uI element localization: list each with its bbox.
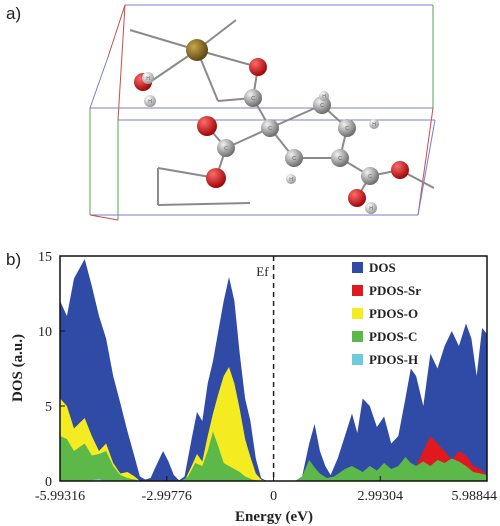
molecule-structure: H H C C C C C C C C H H H H (89, 4, 436, 221)
atom-labels: H H C C C C C C C C H H H H (146, 76, 376, 212)
oxygen-atom (206, 168, 226, 188)
atom-label: H (372, 122, 376, 128)
x-tick-label: 0 (270, 489, 277, 504)
atom-label: C (345, 126, 349, 132)
y-tick-label: 5 (45, 400, 52, 415)
atom-label: C (224, 146, 228, 152)
oxygen-atom (348, 189, 366, 207)
legend-swatch (352, 331, 363, 342)
carbon-atom (338, 119, 356, 137)
x-tick-label: 2.99304 (358, 489, 404, 504)
x-tick-label: -5.99316 (35, 489, 85, 504)
oxygen-atom (197, 116, 217, 136)
y-axis-title: DOS (a.u.) (10, 334, 26, 402)
carbon-atom (217, 139, 235, 157)
hydrogen-atom (286, 174, 296, 184)
legend-label: PDOS-O (369, 306, 418, 321)
atom-label: C (320, 103, 324, 109)
carbon-atom (285, 149, 303, 167)
y-tick-label: 10 (38, 325, 52, 340)
legend: DOS PDOS-Sr PDOS-O PDOS-C PDOS-H (352, 260, 421, 367)
legend-label: DOS (369, 260, 396, 275)
oxygen-atom (391, 161, 409, 179)
x-axis-ticks: -5.99316 -2.99776 0 2.99304 5.98844 (35, 476, 497, 504)
panel-label-a: a) (6, 4, 22, 23)
carbon-atom (261, 119, 279, 137)
atom-label: H (148, 99, 152, 105)
carbon-atom (313, 96, 331, 114)
y-axis-ticks: 0 5 10 15 (38, 250, 65, 490)
panel-label-b: b) (6, 250, 22, 269)
legend-swatch (352, 285, 363, 296)
series-area-dos (60, 259, 488, 481)
legend-swatch (352, 262, 363, 273)
carbon-atom (361, 167, 379, 185)
legend-label: PDOS-H (369, 352, 418, 367)
hydrogen-atom (319, 91, 329, 101)
series-area-pdos-c (60, 431, 488, 481)
atom-label: C (251, 96, 255, 102)
legend-label: PDOS-C (369, 329, 417, 344)
atom-label: H (146, 76, 150, 82)
dos-chart: Ef 0 5 10 15 -5.99316 -2.99776 0 2.99304 5.9884… (10, 250, 497, 525)
atoms (134, 39, 409, 214)
bonds (129, 19, 435, 206)
legend-swatch (352, 354, 363, 365)
atom-label: H (369, 206, 373, 212)
legend-label: PDOS-Sr (369, 283, 421, 298)
y-tick-label: 0 (45, 475, 52, 490)
hydrogen-atom (365, 202, 377, 214)
carbon-atom (331, 149, 349, 167)
atom-label: C (268, 126, 272, 132)
atom-label: H (289, 177, 293, 183)
atom-label: H (322, 94, 326, 100)
y-tick-label: 15 (38, 250, 52, 265)
x-tick-label: -2.99776 (142, 489, 192, 504)
atom-label: C (368, 174, 372, 180)
atom-label: C (292, 156, 296, 162)
oxygen-atom (249, 58, 267, 76)
fermi-level-label: Ef (256, 264, 269, 279)
x-axis-title: Energy (eV) (235, 509, 313, 525)
hydrogen-atom (369, 119, 379, 129)
atom-label: C (338, 156, 342, 162)
x-tick-label: 5.98844 (452, 489, 498, 504)
unit-cell-box (89, 4, 436, 221)
sr-atom (186, 39, 208, 61)
hydrogen-atom (142, 72, 154, 84)
hydrogen-atom (144, 95, 156, 107)
legend-swatch (352, 308, 363, 319)
carbon-atom (244, 89, 262, 107)
